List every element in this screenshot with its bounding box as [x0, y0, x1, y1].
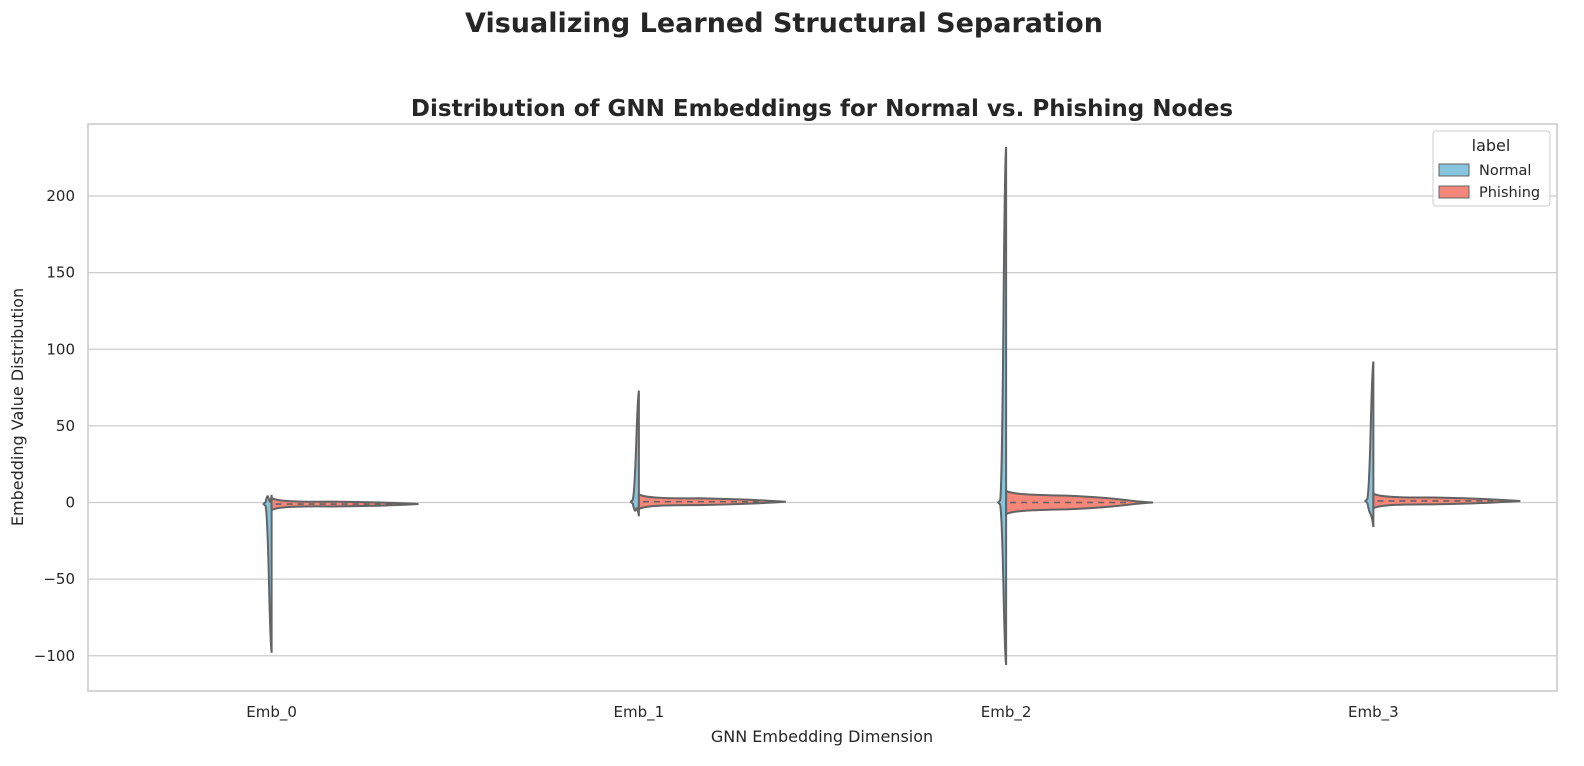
legend-label-normal: Normal [1479, 163, 1531, 179]
violin-normal-half [996, 146, 1008, 666]
violin [996, 146, 1154, 666]
y-tick-label: 150 [46, 264, 75, 282]
chart-title: Distribution of GNN Embeddings for Norma… [411, 96, 1233, 122]
legend-title: label [1472, 136, 1511, 155]
violins [262, 146, 1521, 666]
violin-normal-half [262, 494, 273, 653]
y-axis-label: Embedding Value Distribution [8, 288, 27, 526]
legend: label Normal Phishing [1432, 130, 1551, 207]
plot-frame [87, 123, 1558, 692]
legend-swatch-normal [1438, 163, 1470, 177]
y-tick-label: −50 [43, 570, 75, 588]
x-axis-label: GNN Embedding Dimension [711, 727, 933, 746]
y-tick-label: −100 [34, 647, 75, 665]
gridlines [88, 195, 1557, 657]
y-tick-labels: −100 −50 0 50 100 150 200 [34, 187, 75, 665]
legend-label-phishing: Phishing [1479, 185, 1540, 201]
x-tick-label: Emb_3 [1348, 703, 1399, 722]
chart-suptitle: Visualizing Learned Structural Separatio… [465, 8, 1103, 39]
y-tick-label: 0 [65, 494, 75, 512]
x-tick-label: Emb_2 [981, 703, 1032, 722]
y-tick-label: 200 [46, 187, 75, 205]
violin [262, 494, 419, 653]
violin-normal-half [629, 390, 640, 517]
violin [629, 390, 786, 517]
x-tick-label: Emb_1 [614, 703, 665, 722]
violin [1363, 361, 1521, 528]
x-tick-labels: Emb_0 Emb_1 Emb_2 Emb_3 [246, 703, 1398, 722]
legend-swatch-phishing [1438, 185, 1470, 199]
y-tick-label: 50 [56, 417, 75, 435]
x-tick-label: Emb_0 [246, 703, 297, 722]
violin-normal-half [1363, 361, 1375, 528]
y-tick-label: 100 [46, 340, 75, 358]
